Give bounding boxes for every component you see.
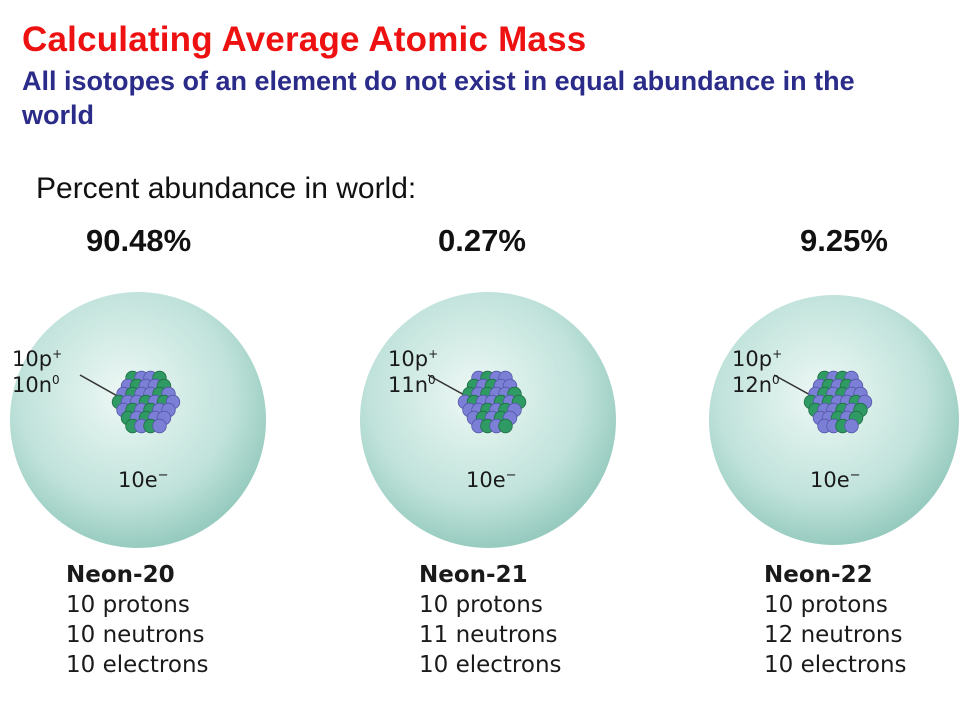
atom-neon-21: 10p+ 11n0 10e− — [360, 290, 620, 550]
atom-neon-22: 10p+ 12n0 10e− — [706, 290, 960, 550]
neutron-count: 12n0 — [732, 373, 780, 397]
atom-diagram-neon-20 — [10, 292, 266, 548]
electron-count: 10e− — [118, 468, 169, 492]
nucleus — [457, 370, 527, 434]
isotope-protons: 10 protons — [66, 592, 190, 618]
isotope-info-neon-21: Neon-21 10 protons 11 neutrons 10 electr… — [419, 560, 562, 680]
isotope-protons: 10 protons — [419, 592, 543, 618]
atom-diagram-neon-21 — [360, 292, 616, 548]
electron-count: 10e− — [810, 468, 861, 492]
nucleus — [111, 370, 181, 434]
isotope-electrons: 10 electrons — [66, 652, 209, 678]
proton-count: 10p+ — [388, 347, 439, 371]
abundance-neon-22: 9.25% — [800, 223, 888, 258]
abundance-neon-20: 90.48% — [86, 223, 192, 258]
isotope-name: Neon-20 — [66, 562, 175, 588]
isotope-protons: 10 protons — [764, 592, 888, 618]
isotope-neutrons: 10 neutrons — [66, 622, 205, 648]
isotope-neutrons: 12 neutrons — [764, 622, 903, 648]
neutron-particle — [498, 418, 513, 434]
page-title: Calculating Average Atomic Mass — [22, 20, 587, 59]
atom-diagram-neon-22 — [709, 295, 959, 545]
proton-particle — [152, 418, 167, 434]
proton-particle — [844, 418, 859, 434]
isotope-info-neon-20: Neon-20 10 protons 10 neutrons 10 electr… — [66, 560, 209, 680]
nucleus — [803, 370, 873, 434]
atom-neon-20: 10p+ 10n0 10e− — [8, 290, 268, 550]
proton-count: 10p+ — [732, 347, 783, 371]
abundance-neon-21: 0.27% — [438, 223, 526, 258]
neutron-count: 11n0 — [388, 373, 436, 397]
isotope-electrons: 10 electrons — [764, 652, 907, 678]
abundance-label: Percent abundance in world: — [36, 172, 417, 205]
electron-count: 10e− — [466, 468, 517, 492]
proton-count: 10p+ — [12, 347, 63, 371]
isotope-neutrons: 11 neutrons — [419, 622, 558, 648]
page-subtitle: All isotopes of an element do not exist … — [22, 66, 855, 130]
isotope-electrons: 10 electrons — [419, 652, 562, 678]
isotope-name: Neon-21 — [419, 562, 528, 588]
neutron-count: 10n0 — [12, 373, 60, 397]
isotope-info-neon-22: Neon-22 10 protons 12 neutrons 10 electr… — [764, 560, 907, 680]
isotope-name: Neon-22 — [764, 562, 873, 588]
